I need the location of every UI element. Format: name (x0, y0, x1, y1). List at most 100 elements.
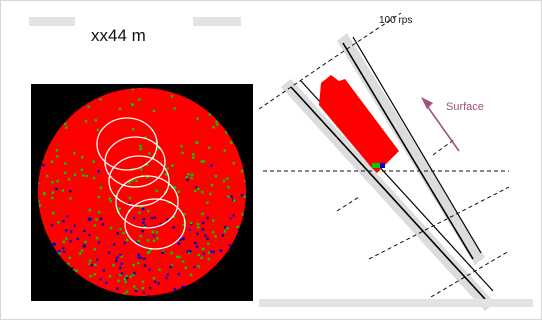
particle-dot (242, 262, 246, 265)
particle-dot (243, 227, 246, 231)
particle-dot (133, 285, 136, 288)
particle-dot (198, 284, 201, 287)
particle-dot (119, 253, 122, 257)
particle-dot (143, 257, 146, 260)
particle-dot (38, 264, 39, 267)
particle-dot (186, 250, 189, 253)
particle-dot (131, 128, 135, 131)
particle-dot (197, 226, 200, 229)
particle-dot (120, 272, 123, 275)
particle-dot (181, 151, 184, 155)
particle-dot (206, 201, 209, 204)
particle-dot (208, 113, 211, 116)
particle-dot (206, 237, 209, 240)
particle-dot (215, 120, 218, 123)
particle-dot (195, 141, 198, 144)
particle-dot (193, 266, 196, 269)
particle-dot (143, 264, 147, 267)
particle-dot (221, 259, 225, 262)
fluid-blue-marker (380, 163, 385, 168)
particle-dot (32, 193, 34, 195)
particle-dot (238, 294, 241, 296)
particle-dot (141, 221, 145, 224)
particle-dot (170, 264, 173, 267)
particle-dot (195, 245, 199, 248)
particle-dot (161, 251, 164, 254)
particle-dot (179, 238, 182, 242)
particle-dot (92, 160, 95, 163)
particle-dot (71, 85, 73, 87)
particle-dot (210, 183, 213, 187)
particle-dot (35, 257, 37, 259)
bottom-scroll-track[interactable] (259, 299, 533, 307)
particle-dot (173, 287, 177, 291)
wall-band-left (281, 79, 495, 311)
particle-dot (188, 97, 192, 100)
particle-dot (50, 223, 54, 227)
particle-dot (148, 152, 151, 155)
particle-dot (35, 100, 37, 102)
particle-dot (220, 279, 224, 282)
particle-dot (173, 186, 177, 189)
particle-dot (127, 202, 130, 205)
particle-dot (68, 256, 72, 260)
particle-dot (56, 155, 59, 158)
particle-dot (170, 95, 174, 98)
particle-dot (200, 256, 203, 260)
particle-dot (34, 256, 36, 258)
particle-dot (207, 242, 210, 245)
particle-dot (123, 241, 126, 245)
particle-dot (122, 231, 125, 235)
particle-dot (189, 250, 192, 253)
particle-dot (189, 273, 193, 277)
particle-dot (42, 164, 45, 167)
particle-dot (94, 119, 97, 122)
particle-dot (212, 219, 215, 222)
particle-dot (71, 267, 74, 270)
particle-dot (177, 190, 181, 193)
particle-dot (90, 264, 93, 267)
particle-dot (240, 193, 244, 197)
particle-dot (125, 238, 129, 242)
particle-dot (35, 252, 37, 254)
particle-dot (65, 126, 68, 129)
particle-dot (223, 275, 227, 279)
particle-dot (235, 120, 238, 123)
particle-dot (70, 272, 73, 275)
particle-dot (202, 221, 205, 225)
particle-dot (36, 298, 38, 300)
particle-dot (31, 190, 33, 192)
particle-dot (38, 200, 40, 203)
particle-dot (249, 141, 251, 143)
particle-dot (227, 186, 230, 189)
particle-dot (190, 173, 194, 176)
particle-dot (164, 173, 168, 176)
fluid-fill-region (319, 75, 399, 173)
particle-dot (117, 279, 120, 282)
particle-dot (184, 266, 187, 269)
particle-dot (148, 268, 151, 271)
particle-dot (155, 189, 158, 193)
particle-dot (99, 293, 103, 296)
particle-dot (84, 120, 88, 123)
particle-dot (230, 195, 233, 198)
particle-dot (131, 299, 133, 301)
particle-dot (194, 241, 197, 245)
particle-dot (123, 278, 126, 281)
particle-dot (140, 168, 143, 171)
particle-dot (236, 225, 239, 229)
particle-dot (239, 259, 242, 263)
particle-dot (172, 226, 175, 229)
particle-dot (58, 282, 62, 286)
particle-dot (172, 215, 176, 218)
particle-dot (118, 207, 121, 210)
particle-dot (148, 287, 152, 290)
particle-dot (42, 275, 45, 278)
particle-dot (210, 164, 213, 167)
particle-dot (181, 285, 184, 289)
particle-dot (135, 289, 138, 293)
particle-dot (207, 257, 210, 261)
particle-dot (99, 98, 102, 101)
particle-dot (246, 270, 248, 272)
particle-dot (64, 171, 67, 174)
